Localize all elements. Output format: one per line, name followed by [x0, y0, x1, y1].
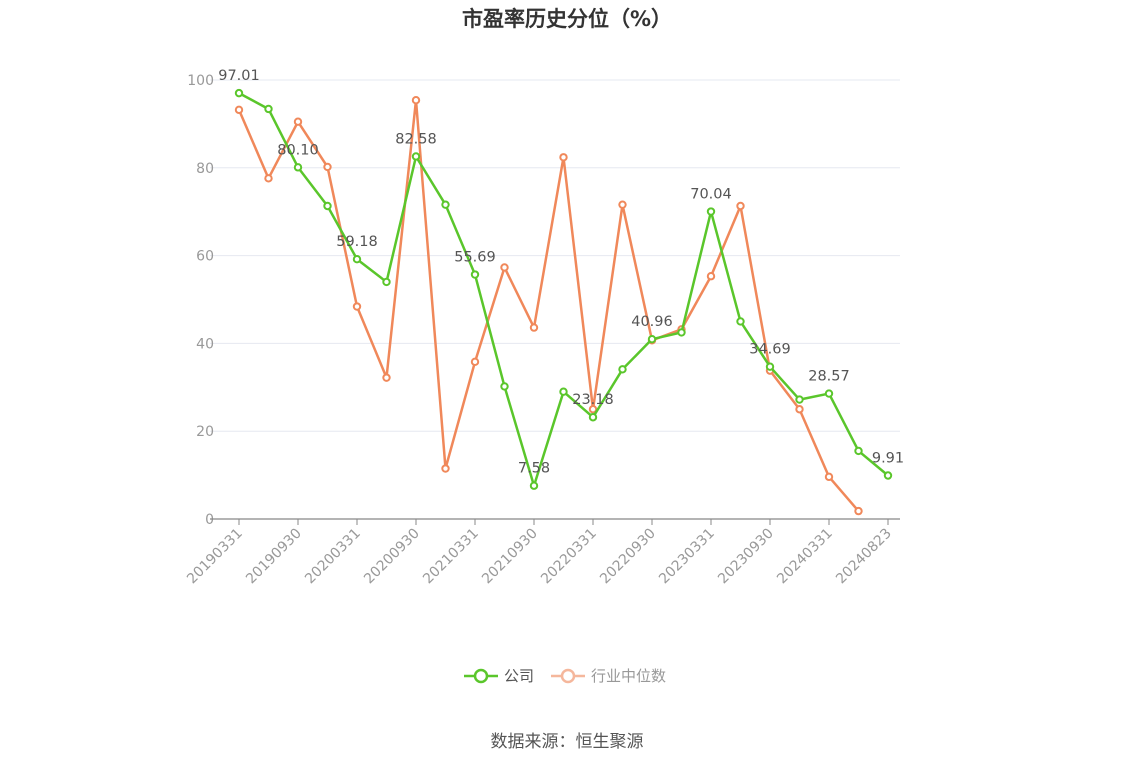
industry-series-line	[237, 98, 860, 512]
company-point[interactable]	[441, 200, 450, 209]
company-point[interactable]	[647, 334, 657, 344]
y-tick-label: 80	[196, 161, 214, 177]
company-point[interactable]	[352, 254, 362, 264]
y-tick-label: 100	[187, 73, 214, 89]
industry-point[interactable]	[293, 117, 303, 126]
company-point[interactable]	[706, 207, 716, 216]
industry-point[interactable]	[736, 201, 745, 211]
company-data-label: 23.18	[572, 392, 614, 408]
company-series-line	[238, 92, 889, 487]
industry-point[interactable]	[411, 95, 421, 105]
legend-item-company[interactable]: 公司	[464, 667, 534, 685]
company-point[interactable]	[559, 387, 568, 396]
x-tick-label: 20230930	[715, 526, 777, 588]
company-point[interactable]	[736, 317, 745, 326]
x-tick-label: 20210331	[420, 526, 482, 588]
industry-point[interactable]	[470, 357, 480, 367]
x-tick-label: 20220331	[538, 526, 600, 588]
y-tick-label: 60	[196, 249, 214, 265]
legend-item-industry[interactable]: 行业中位数	[551, 667, 666, 685]
company-data-label: 80.10	[277, 142, 319, 158]
company-point[interactable]	[765, 362, 775, 371]
industry-point[interactable]	[323, 162, 332, 172]
x-tick-label: 20220930	[597, 526, 659, 588]
y-tick-label: 40	[196, 336, 214, 352]
industry-point[interactable]	[352, 302, 362, 311]
company-data-label: 9.91	[872, 450, 904, 466]
legend-industry-marker	[560, 668, 576, 684]
company-point[interactable]	[470, 270, 480, 279]
company-point[interactable]	[677, 328, 686, 337]
industry-point[interactable]	[824, 472, 834, 482]
industry-point[interactable]	[264, 174, 273, 183]
company-point[interactable]	[854, 446, 863, 456]
legend-industry-label: 行业中位数	[591, 667, 666, 685]
company-point[interactable]	[529, 481, 539, 490]
company-data-label: 28.57	[808, 369, 850, 385]
industry-point[interactable]	[618, 200, 627, 209]
industry-point[interactable]	[441, 464, 450, 473]
x-tick-label: 20240331	[774, 526, 836, 588]
industry-point[interactable]	[529, 323, 539, 332]
company-point[interactable]	[883, 471, 893, 480]
legend[interactable]: 公司 行业中位数	[464, 667, 666, 685]
industry-point[interactable]	[706, 272, 716, 281]
data-source-note: 数据来源：恒生聚源	[491, 732, 644, 752]
x-tick-label: 20240823	[833, 526, 895, 588]
legend-company-marker	[473, 668, 489, 684]
company-point[interactable]	[234, 88, 244, 98]
company-data-label: 40.96	[631, 314, 673, 330]
series-lines	[234, 88, 893, 516]
x-tick-label: 20200331	[302, 526, 364, 588]
company-point[interactable]	[824, 389, 834, 398]
y-tick-label: 20	[196, 424, 214, 440]
company-point[interactable]	[293, 163, 303, 172]
industry-point[interactable]	[854, 506, 863, 516]
company-point[interactable]	[795, 395, 804, 404]
y-tick-label: 0	[205, 512, 214, 528]
industry-point[interactable]	[559, 153, 568, 162]
company-data-label: 7.58	[518, 461, 550, 477]
industry-point[interactable]	[234, 105, 244, 115]
industry-point[interactable]	[795, 405, 804, 414]
x-tick-label: 20190930	[243, 526, 305, 588]
company-data-label: 59.18	[336, 234, 378, 250]
grid-lines	[210, 79, 900, 432]
x-tick-label: 20190331	[184, 526, 246, 588]
industry-point[interactable]	[500, 263, 509, 272]
legend-company-label: 公司	[504, 667, 534, 685]
company-point[interactable]	[264, 104, 273, 114]
company-point[interactable]	[618, 365, 627, 374]
company-point[interactable]	[588, 413, 598, 422]
industry-point[interactable]	[588, 405, 598, 414]
industry-point[interactable]	[382, 373, 391, 382]
company-data-label: 34.69	[749, 342, 791, 358]
x-tick-label: 20210930	[479, 526, 541, 588]
company-data-label: 55.69	[454, 250, 496, 266]
data-labels: 97.01 80.10 59.18 82.58 55.69 7.58 23.18 40.96 7…	[218, 68, 904, 477]
company-point[interactable]	[323, 201, 332, 211]
x-tick-label: 20200930	[361, 526, 423, 588]
x-tick-label: 20230331	[656, 526, 718, 588]
company-data-label: 97.01	[218, 68, 260, 84]
company-point[interactable]	[411, 152, 421, 161]
company-data-label: 82.58	[395, 131, 437, 147]
company-point[interactable]	[382, 277, 391, 287]
company-point[interactable]	[500, 382, 509, 391]
company-data-label: 70.04	[690, 187, 732, 203]
chart-title: 市盈率历史分位（%）	[462, 7, 672, 31]
